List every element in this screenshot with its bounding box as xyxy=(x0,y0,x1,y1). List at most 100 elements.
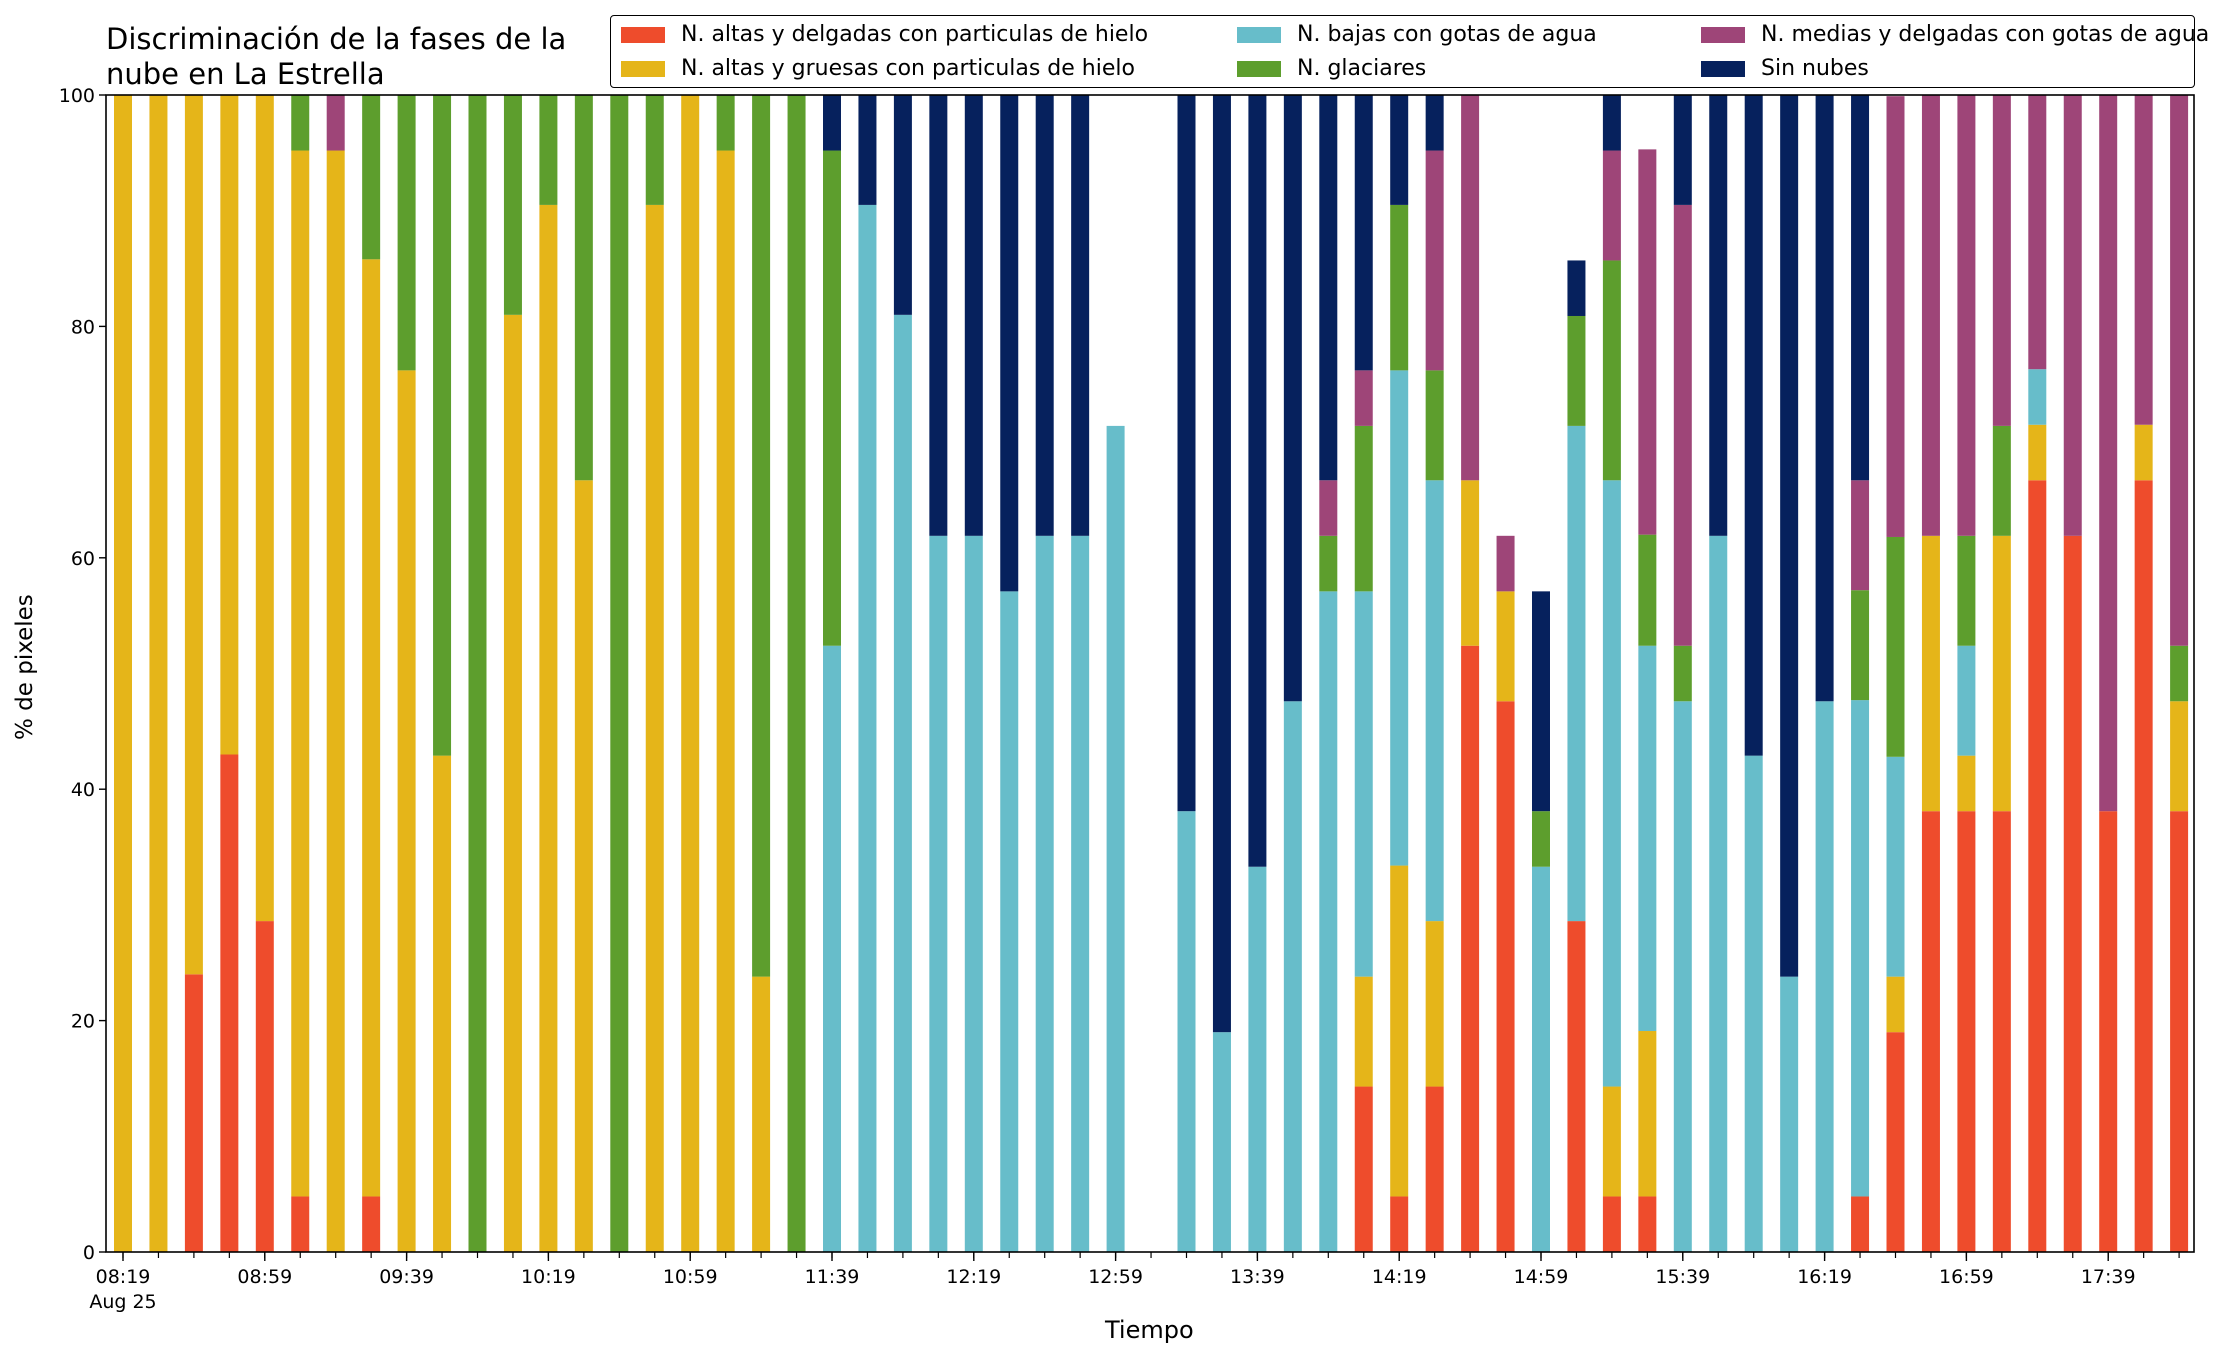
bar-segment xyxy=(716,95,735,151)
bar-segment xyxy=(1425,921,1444,1087)
bar-segment xyxy=(1071,95,1090,536)
bar-segment xyxy=(1744,95,1763,756)
bar-segment xyxy=(362,1196,381,1252)
bar-segment xyxy=(1957,755,1976,812)
bar-segment xyxy=(1000,591,1019,1252)
x-tick-label: 14:19 xyxy=(1372,1266,1427,1288)
bar-segment xyxy=(1602,260,1621,481)
bar-segment xyxy=(255,921,274,1252)
legend-label: Sin nubes xyxy=(1761,56,1869,81)
bar-segment xyxy=(291,95,310,151)
bar-segment xyxy=(1283,701,1302,1252)
bar-segment xyxy=(1532,866,1550,1252)
bar-segment xyxy=(2099,95,2118,812)
bar-segment xyxy=(2099,811,2118,1252)
bar-segment xyxy=(1851,590,1870,701)
bar-segment xyxy=(2063,95,2082,536)
bar-segment xyxy=(1425,480,1444,922)
bar-segment xyxy=(1673,645,1692,702)
legend-label: N. medias y delgadas con gotas de agua xyxy=(1761,22,2210,47)
bar-segment xyxy=(1390,204,1409,371)
legend-label: N. glaciares xyxy=(1297,56,1427,81)
x-tick-label: 08:59 xyxy=(237,1266,292,1288)
bar-segment xyxy=(184,95,203,975)
y-tick-label: 80 xyxy=(71,316,95,338)
y-tick-label: 0 xyxy=(83,1242,95,1264)
bar-segment xyxy=(1851,95,1870,481)
bar-segment xyxy=(1744,755,1763,1252)
x-axis-label: Tiempo xyxy=(1105,1316,1194,1344)
legend-swatch xyxy=(621,60,665,77)
bar-segment xyxy=(1354,976,1373,1087)
bar-segment xyxy=(1461,480,1480,646)
bar-segment xyxy=(1602,95,1621,151)
bar-segment xyxy=(858,95,877,205)
legend-swatch xyxy=(1237,60,1281,77)
bar-segment xyxy=(964,535,983,1252)
bar-segment xyxy=(1957,645,1976,756)
bar-segment xyxy=(1815,701,1834,1252)
legend-swatch xyxy=(1701,26,1745,43)
bar-segment xyxy=(1957,535,1976,646)
bar-segment xyxy=(1567,315,1586,426)
bar-segment xyxy=(1921,95,1940,536)
bar-segment xyxy=(1177,811,1196,1252)
bar-segment xyxy=(1496,535,1515,592)
bar-segment xyxy=(503,95,522,315)
bar-segment xyxy=(1602,480,1621,1087)
bar-segment xyxy=(1212,1032,1231,1252)
bar-segment xyxy=(645,204,664,1252)
bar-segment xyxy=(893,95,912,315)
bar-segment xyxy=(1248,866,1267,1252)
bar-segment xyxy=(1957,95,1976,536)
bar-segment xyxy=(1780,976,1799,1252)
bar-segment xyxy=(2170,95,2189,646)
x-tick-label: 10:19 xyxy=(521,1266,576,1288)
bar-segment xyxy=(1354,95,1373,371)
x-tick-label: 10:59 xyxy=(663,1266,718,1288)
bar-segment xyxy=(433,95,452,756)
bar-segment xyxy=(2028,95,2047,370)
x-tick-label: 14:59 xyxy=(1514,1266,1569,1288)
bar-segment xyxy=(1886,756,1905,977)
bar-segment xyxy=(326,150,345,1252)
legend-swatch xyxy=(621,26,665,43)
bar-segment xyxy=(362,259,381,1197)
bar-segment xyxy=(1425,1086,1444,1252)
bar-segment xyxy=(2134,480,2153,1252)
bar-segment xyxy=(1425,150,1444,371)
bar-segment xyxy=(1851,700,1870,1197)
bar-segment xyxy=(2063,535,2082,1252)
bar-segment xyxy=(1532,591,1550,812)
bar-segment xyxy=(1673,204,1692,646)
bar-segment xyxy=(893,314,912,1253)
bar-segment xyxy=(2028,480,2047,1252)
bar-segment xyxy=(114,95,132,1252)
bar-segment xyxy=(1425,95,1444,151)
bar-segment xyxy=(929,535,948,1252)
x-tick-label: 08:19 xyxy=(96,1266,151,1288)
bar-segment xyxy=(681,95,700,1252)
bar-segment xyxy=(2170,645,2189,702)
bar-segment xyxy=(1638,645,1657,1032)
bar-segment xyxy=(539,95,558,205)
bar-segment xyxy=(149,95,168,1252)
bar-segment xyxy=(1390,95,1409,205)
bar-segment xyxy=(752,95,771,977)
bar-segment xyxy=(1567,425,1586,922)
bar-segment xyxy=(823,95,841,151)
bar-segment xyxy=(255,95,274,922)
bar-segment xyxy=(2170,701,2189,812)
bar-segment xyxy=(1886,976,1905,1033)
bar-segment xyxy=(1425,370,1444,481)
bar-segment xyxy=(1354,425,1373,592)
bar-segment xyxy=(787,95,806,1252)
bar-segment xyxy=(1602,1086,1621,1197)
bar-segment xyxy=(433,755,452,1252)
bar-segment xyxy=(1602,1196,1621,1252)
legend-label: N. altas y delgadas con particulas de hi… xyxy=(681,22,1149,47)
bar-segment xyxy=(1921,535,1940,812)
bar-segment xyxy=(964,95,983,536)
bar-segment xyxy=(574,95,593,481)
